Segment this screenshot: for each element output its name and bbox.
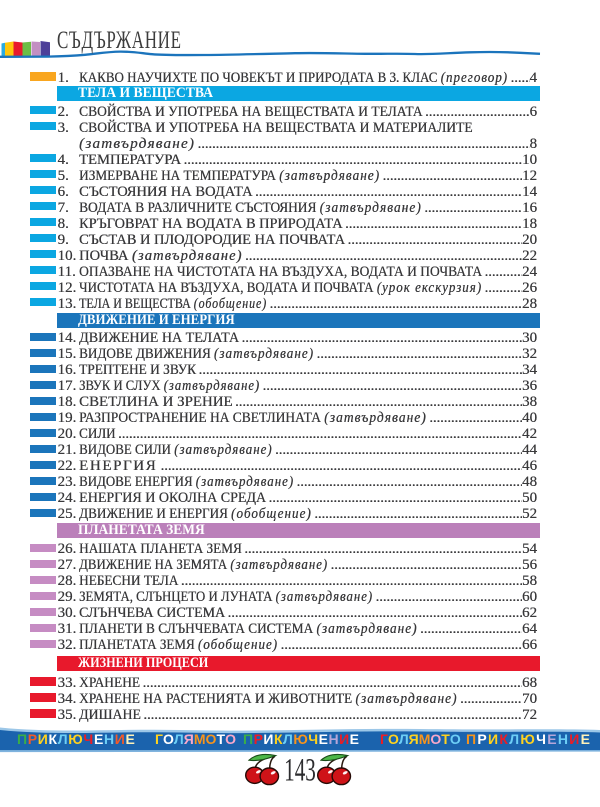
- svg-text:143: 143: [284, 751, 316, 788]
